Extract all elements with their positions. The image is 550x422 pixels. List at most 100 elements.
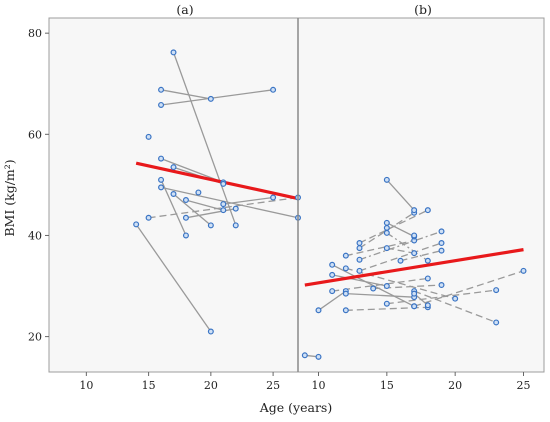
panel-b-subject-line-19 xyxy=(386,247,415,254)
panel-b-subject-line-5 xyxy=(332,277,428,292)
panel-b-data-point xyxy=(383,176,390,183)
plot-frame xyxy=(48,17,545,373)
panel-a-x-tick-label: 10 xyxy=(79,379,93,392)
panel-a-data-point xyxy=(182,197,189,204)
panel-b-data-point xyxy=(383,245,390,252)
panel-b-data-point xyxy=(411,290,418,297)
panel-a-x-tick-label: 20 xyxy=(204,379,218,392)
panel-a-subject-line-3 xyxy=(160,89,211,100)
panel-b-data-point xyxy=(438,240,445,247)
panel-a-data-point xyxy=(182,232,189,239)
panel-a-data-point xyxy=(158,101,165,108)
panel-b-data-point xyxy=(329,288,336,295)
panel-b-x-tick-label: 10 xyxy=(312,379,326,392)
panel-b-subject-line-4 xyxy=(332,274,387,287)
panel-b-subject-line-2 xyxy=(318,290,347,311)
panel-b-data-point xyxy=(397,257,404,264)
panel-a-data-point xyxy=(207,328,214,335)
x-axis-label: Age (years) xyxy=(259,400,332,415)
panel-b-trend-line xyxy=(304,248,524,287)
panel-b-data-point xyxy=(411,250,418,257)
panel-b-data-point xyxy=(315,353,322,360)
panel-a-x-tick-label: 15 xyxy=(142,379,156,392)
panel-a-subject-line-2 xyxy=(161,89,274,106)
panel-b-data-point xyxy=(329,271,336,278)
panel-a-data-point xyxy=(220,180,227,187)
panel-a-data-point xyxy=(220,207,227,214)
panel-b-subject-line-22 xyxy=(413,270,524,307)
panel-a-trend-line xyxy=(135,161,299,201)
panel-a-data-point xyxy=(232,205,239,212)
panel-a-data-point xyxy=(145,133,152,140)
panel-b-subject-line-3 xyxy=(331,264,415,307)
panel-a-data-point xyxy=(182,214,189,221)
panel-a-x-tick-label: 25 xyxy=(266,379,280,392)
panel-a-title: (a) xyxy=(176,2,193,17)
panel-b-data-point xyxy=(342,290,349,297)
y-tick-label: 20 xyxy=(28,331,42,344)
panel-b-data-point xyxy=(356,240,363,247)
panel-b-data-point xyxy=(438,282,445,289)
panel-b-data-point xyxy=(301,352,308,359)
panel-b-data-point xyxy=(342,307,349,314)
y-axis-label: BMI (kg/m²) xyxy=(2,159,17,236)
panel-a-data-point xyxy=(158,184,165,191)
y-tick-label: 40 xyxy=(28,229,42,242)
panel-a-subject-line-1 xyxy=(148,196,299,219)
panel-b-data-point xyxy=(424,257,431,264)
panel-b-subject-line-20 xyxy=(400,249,442,262)
panel-b-data-point xyxy=(329,261,336,268)
panel-a-data-point xyxy=(158,86,165,93)
panel-a-data-point xyxy=(195,189,202,196)
panel-b-subject-line-16 xyxy=(386,179,415,211)
panel-a-subject-line-13 xyxy=(223,196,274,205)
panel-a-data-point xyxy=(207,222,214,229)
panel-b-x-tick-label: 20 xyxy=(448,379,462,392)
panel-a-subject-line-8 xyxy=(160,186,299,219)
panel-a-data-point xyxy=(170,164,177,171)
panel-b-data-point xyxy=(424,275,431,282)
panel-b-x-tick-label: 15 xyxy=(380,379,394,392)
panel-b-data-point xyxy=(493,319,500,326)
panel-a-subject-line-12 xyxy=(185,208,236,219)
panel-a-data-point xyxy=(232,222,239,229)
panel-b-subject-line-21 xyxy=(413,290,497,324)
panel-b-data-point xyxy=(493,287,500,294)
panel-b-subject-line-8 xyxy=(345,292,415,298)
panel-a-subject-line-9 xyxy=(173,193,212,226)
panel-b-data-point xyxy=(356,267,363,274)
panel-b-data-point xyxy=(370,285,377,292)
panel-b-data-point xyxy=(315,307,322,314)
panel-b-data-point xyxy=(342,252,349,259)
y-tick-label: 80 xyxy=(28,27,42,40)
panel-b-data-point xyxy=(411,303,418,310)
panel-a-data-point xyxy=(170,190,177,197)
panel-b-data-point xyxy=(383,219,390,226)
x-axis: 10 15 20 25 10 15 20 25 xyxy=(79,372,531,392)
panel-b-data-point xyxy=(356,245,363,252)
panel-a-data-point xyxy=(158,176,165,183)
panel-b-data-point xyxy=(424,302,431,309)
panel-b-subject-line-13 xyxy=(359,242,442,272)
panel-b-data-point xyxy=(411,232,418,239)
panel-a-subject-line-10 xyxy=(185,199,224,211)
panel-b-data-point xyxy=(520,267,527,274)
panel-b xyxy=(301,176,527,360)
panel-b-data-point xyxy=(383,300,390,307)
panel-a-data-point xyxy=(158,155,165,162)
panel-a-subject-line-11 xyxy=(135,223,212,332)
panel-a-data-point xyxy=(133,221,140,228)
panel-a-data-point xyxy=(220,201,227,208)
y-tick-label: 60 xyxy=(28,128,42,141)
panel-b-data-point xyxy=(452,295,459,302)
panel-b-data-point xyxy=(424,207,431,214)
y-axis: 20 40 60 80 xyxy=(28,27,49,344)
panel-b-data-point xyxy=(342,265,349,272)
panel-b-title: (b) xyxy=(414,2,432,17)
panel-b-x-tick-label: 25 xyxy=(517,379,531,392)
panel-b-subject-line-17 xyxy=(386,222,415,238)
panel-b-data-point xyxy=(438,228,445,235)
panel-a-data-point xyxy=(170,49,177,56)
panel-b-subject-line-18 xyxy=(386,232,429,262)
